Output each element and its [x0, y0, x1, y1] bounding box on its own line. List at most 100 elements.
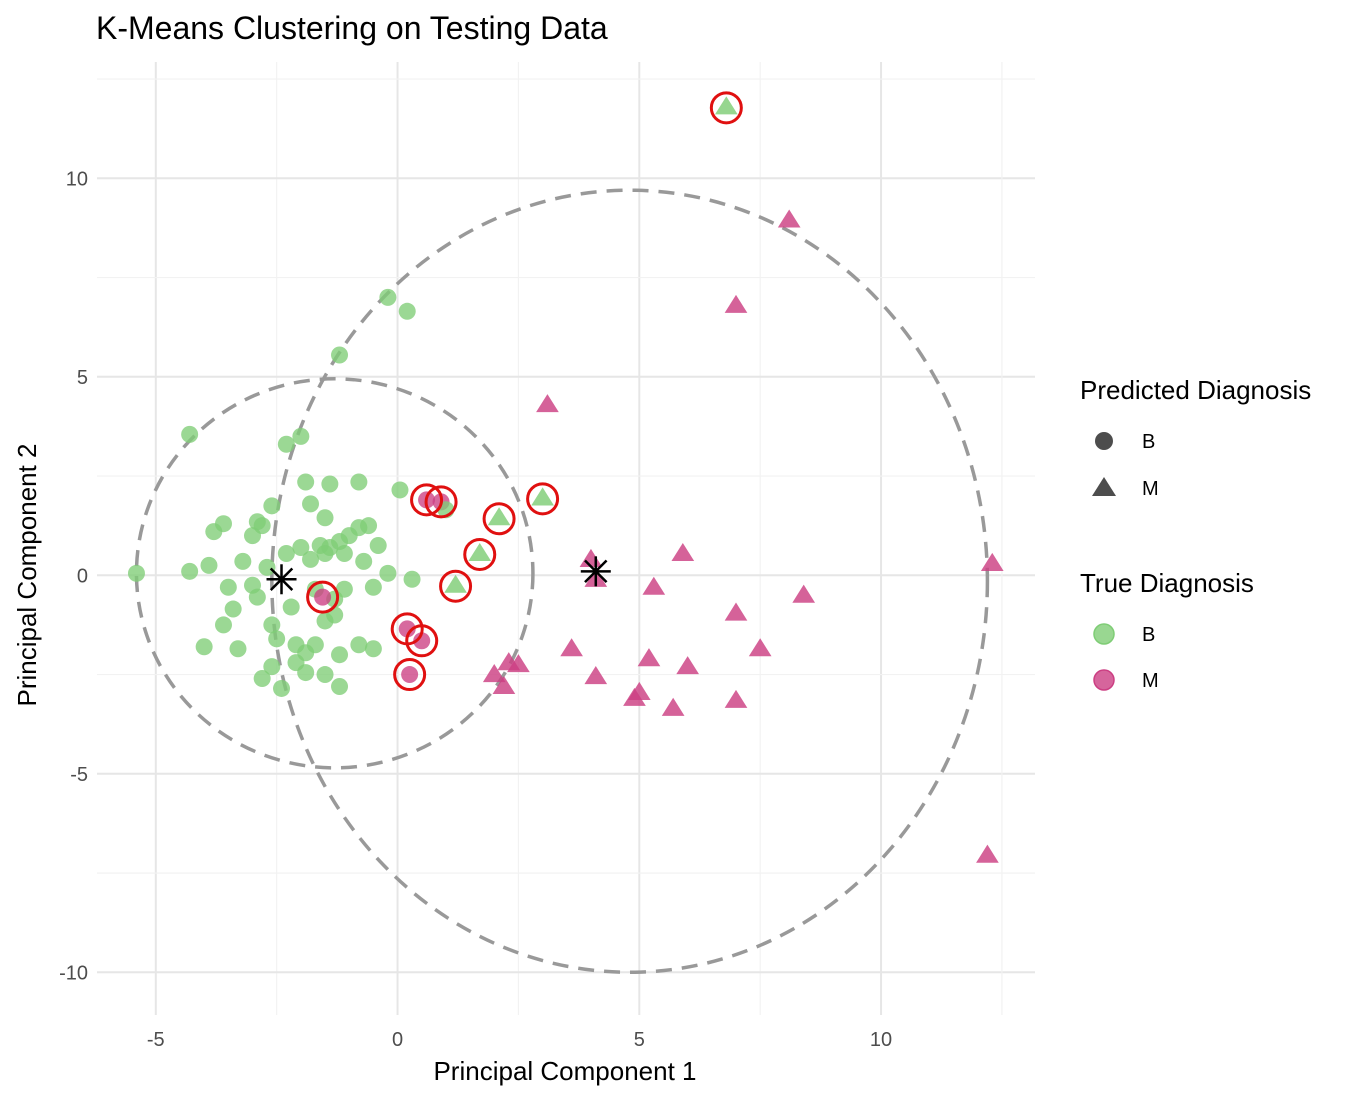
legend-key-color	[1093, 623, 1115, 645]
point-pred-m-true-m	[724, 602, 748, 621]
cluster-centers	[266, 556, 611, 595]
misclassified-ring	[306, 580, 340, 614]
point-pred-b-true-m	[398, 620, 416, 638]
point-pred-m-true-m	[642, 576, 666, 595]
point-pred-b-true-b	[253, 670, 271, 688]
point-pred-m-true-m	[637, 648, 661, 667]
point-pred-b-true-b	[214, 515, 232, 533]
point-pred-m-true-m	[492, 675, 516, 695]
point-pred-b-true-b	[263, 616, 281, 634]
point-pred-b-true-b	[403, 570, 421, 588]
legend-key-triangle	[1092, 477, 1116, 496]
cluster-ellipse	[134, 377, 535, 770]
point-pred-b-true-b	[248, 588, 266, 606]
point-pred-b-true-b	[316, 509, 334, 527]
point-pred-b-true-b	[214, 616, 232, 634]
legend-title-true: True Diagnosis	[1080, 568, 1254, 598]
legend-label: M	[1142, 670, 1159, 692]
point-pred-b-true-b	[127, 564, 145, 582]
misclassified-ring	[439, 569, 473, 603]
point-pred-b-true-b	[181, 562, 199, 580]
point-pred-m-true-b	[487, 507, 511, 526]
point-pred-m-true-m	[579, 548, 603, 567]
legend-key-circle	[1095, 432, 1113, 450]
y-tick-label: 0	[77, 565, 88, 587]
point-pred-b-true-b	[219, 578, 237, 596]
point-pred-m-true-m	[980, 552, 1004, 571]
point-pred-b-true-m	[413, 632, 431, 650]
point-pred-m-true-m	[777, 209, 801, 228]
point-pred-m-true-b	[444, 574, 467, 593]
point-pred-b-true-b	[335, 580, 353, 598]
point-pred-m-true-m	[584, 666, 608, 685]
point-pred-m-true-b	[714, 96, 738, 115]
point-pred-b-true-b	[195, 638, 213, 656]
legend-label: B	[1142, 431, 1155, 453]
point-pred-m-true-m	[661, 697, 685, 716]
point-pred-b-true-b	[297, 664, 315, 682]
point-pred-m-true-m	[676, 656, 699, 675]
point-pred-b-true-b	[335, 544, 353, 562]
point-pred-b-true-b	[360, 517, 378, 535]
point-pred-b-true-b	[364, 578, 382, 596]
point-pred-m-true-m	[976, 844, 999, 863]
point-pred-m-true-b	[531, 487, 554, 506]
point-pred-b-true-b	[331, 346, 349, 364]
x-tick-label: 10	[870, 1029, 892, 1051]
point-pred-m-true-m	[792, 584, 816, 603]
misclassified-ring	[463, 537, 497, 571]
point-pred-m-true-m	[627, 681, 651, 700]
center-stroke	[269, 567, 294, 591]
point-pred-b-true-b	[200, 556, 218, 574]
point-pred-b-true-b	[234, 552, 252, 570]
point-pred-b-true-b	[258, 558, 276, 576]
misclassified-ring	[482, 502, 516, 536]
point-pred-m-true-m	[724, 689, 748, 708]
point-pred-m-true-m	[507, 654, 530, 673]
y-tick-label: -10	[59, 962, 88, 984]
point-pred-b-true-b	[292, 427, 310, 445]
misclassified-rings	[306, 91, 743, 692]
point-pred-m-true-m	[671, 542, 695, 562]
point-pred-b-true-b	[379, 564, 397, 582]
x-tick-label: -5	[147, 1029, 165, 1051]
point-pred-b-true-b	[321, 475, 339, 493]
point-pred-b-true-b	[224, 600, 242, 618]
point-pred-m-true-m	[482, 664, 506, 683]
point-pred-b-true-b	[350, 473, 368, 491]
legend-title-predicted: Predicted Diagnosis	[1080, 375, 1311, 405]
point-pred-b-true-b	[277, 544, 295, 562]
point-pred-b-true-b	[302, 550, 320, 568]
cluster-ellipse	[270, 188, 990, 975]
legend-key-color	[1093, 669, 1115, 691]
data-points	[127, 96, 1004, 863]
point-pred-b-true-b	[297, 473, 315, 491]
point-pred-b-true-b	[253, 517, 271, 535]
point-pred-b-true-b	[292, 539, 310, 557]
point-pred-b-true-b	[391, 481, 409, 499]
x-tick-label: 5	[634, 1029, 645, 1051]
point-pred-b-true-b	[282, 598, 300, 616]
point-pred-m-true-m	[724, 294, 748, 313]
grid	[97, 62, 1035, 1015]
legend-label: M	[1142, 478, 1159, 500]
legend: Predicted Diagnosis B M True Diagnosis B M	[1080, 375, 1311, 692]
point-pred-b-true-b	[277, 435, 295, 453]
cluster-center-marker	[580, 556, 611, 587]
misclassified-ring	[709, 91, 743, 125]
point-pred-b-true-b	[398, 302, 416, 320]
point-pred-b-true-b	[364, 640, 382, 658]
legend-label: B	[1142, 624, 1155, 646]
y-axis-title: Principal Component 2	[12, 443, 42, 706]
point-pred-b-true-b	[306, 636, 324, 654]
misclassified-ring	[526, 482, 560, 516]
cluster-center-marker	[266, 564, 297, 595]
point-pred-b-true-b	[379, 288, 397, 306]
center-stroke	[584, 559, 608, 584]
point-pred-b-true-b	[229, 640, 247, 658]
x-axis-ticks: -5 0 5 10	[147, 1029, 892, 1051]
point-pred-b-true-b	[273, 679, 291, 697]
point-pred-b-true-b	[316, 666, 334, 684]
misclassified-ring	[405, 624, 439, 658]
misclassified-ring	[410, 483, 444, 517]
